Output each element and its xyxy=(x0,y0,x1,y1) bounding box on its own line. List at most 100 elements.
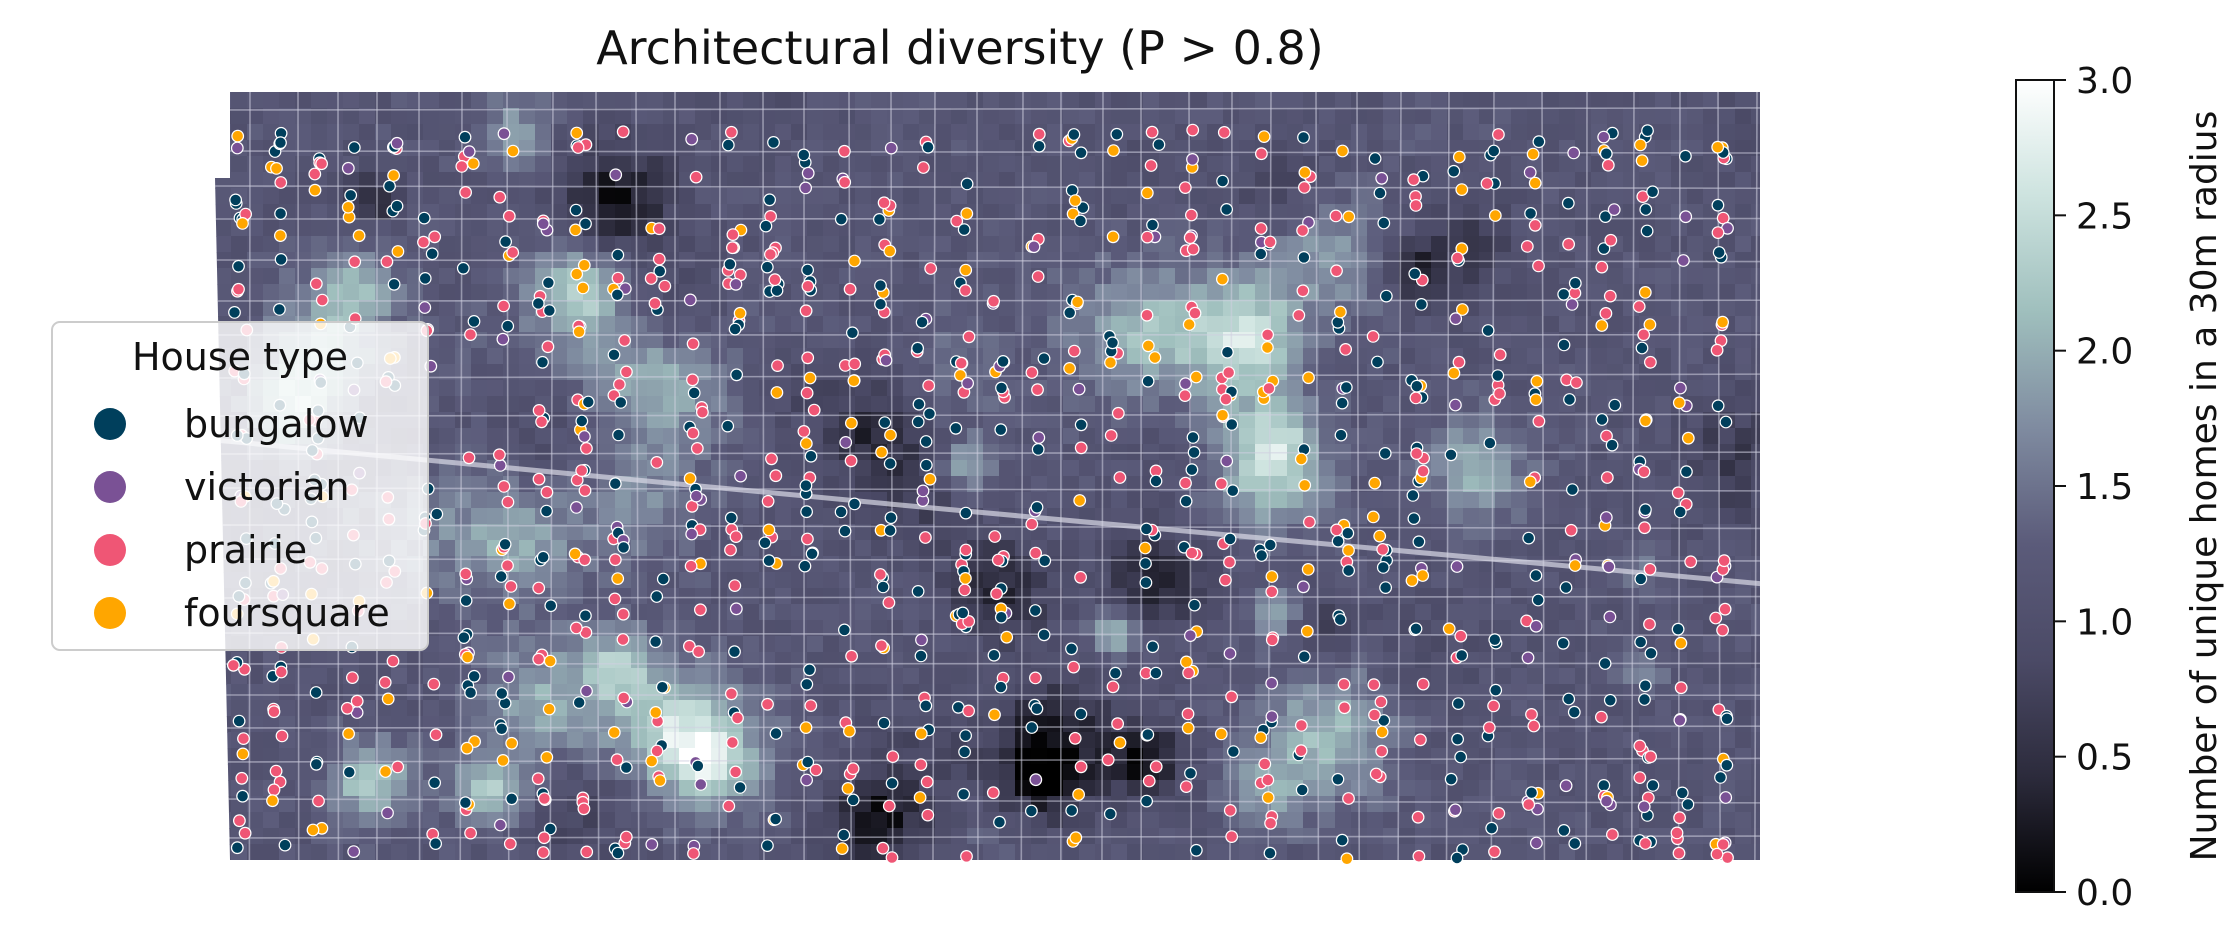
heatmap-cell xyxy=(519,668,536,685)
heatmap-cell xyxy=(759,316,776,333)
heatmap-cell xyxy=(775,412,792,429)
heatmap-cell xyxy=(1111,556,1128,573)
heatmap-cell xyxy=(1255,172,1272,189)
heatmap-cell xyxy=(743,92,760,109)
heatmap-cell xyxy=(1319,732,1336,749)
heatmap-cell xyxy=(967,796,984,813)
heatmap-cell xyxy=(855,556,872,573)
heatmap-cell xyxy=(983,140,1000,157)
heatmap-cell xyxy=(871,172,888,189)
heatmap-cell xyxy=(487,604,504,621)
heatmap-cell xyxy=(583,172,600,189)
heatmap-cell xyxy=(1751,92,1760,109)
heatmap-cell xyxy=(1607,636,1624,653)
heatmap-cell xyxy=(439,172,456,189)
heatmap-cell xyxy=(471,476,488,493)
heatmap-cell xyxy=(679,572,696,589)
heatmap-cell xyxy=(1399,556,1416,573)
heatmap-cell xyxy=(1703,316,1720,333)
heatmap-cell xyxy=(871,828,888,845)
heatmap-cell xyxy=(1015,732,1032,749)
heatmap-cell xyxy=(1719,108,1736,125)
heatmap-cell xyxy=(551,284,568,301)
heatmap-cell xyxy=(1447,220,1464,237)
heatmap-cell xyxy=(599,412,616,429)
heatmap-cell xyxy=(1447,332,1464,349)
heatmap-cell xyxy=(215,780,232,797)
heatmap-cell xyxy=(695,700,712,717)
heatmap-cell xyxy=(887,828,904,845)
heatmap-cell xyxy=(247,140,264,157)
heatmap-cell xyxy=(1607,540,1624,557)
heatmap-cell xyxy=(903,300,920,317)
heatmap-cell xyxy=(311,124,328,141)
heatmap-cell xyxy=(1079,460,1096,477)
heatmap-cell xyxy=(1527,92,1544,109)
heatmap-cell xyxy=(567,652,584,669)
heatmap-cell xyxy=(631,332,648,349)
heatmap-cell xyxy=(999,700,1016,717)
heatmap-cell xyxy=(1319,700,1336,717)
heatmap-cell xyxy=(871,316,888,333)
heatmap-cell xyxy=(615,652,632,669)
heatmap-cell xyxy=(1623,380,1640,397)
heatmap-cell xyxy=(1383,300,1400,317)
heatmap-cell xyxy=(663,396,680,413)
heatmap-cell xyxy=(1735,492,1752,509)
heatmap-cell xyxy=(743,300,760,317)
heatmap-cell xyxy=(1271,108,1288,125)
heatmap-cell xyxy=(1047,316,1064,333)
heatmap-cell xyxy=(1415,252,1432,269)
heatmap-cell xyxy=(551,348,568,365)
heatmap-cell xyxy=(855,268,872,285)
heatmap-cell xyxy=(1495,284,1512,301)
heatmap-cell xyxy=(727,156,744,173)
heatmap-cell xyxy=(1591,348,1608,365)
heatmap-cell xyxy=(663,140,680,157)
heatmap-cell xyxy=(679,604,696,621)
heatmap-cell xyxy=(247,188,264,205)
heatmap-cell xyxy=(695,796,712,813)
heatmap-cell xyxy=(551,492,568,509)
heatmap-cell xyxy=(1191,732,1208,749)
heatmap-cell xyxy=(1239,428,1256,445)
heatmap-cell xyxy=(775,156,792,173)
heatmap-cell xyxy=(1047,332,1064,349)
heatmap-cell xyxy=(743,604,760,621)
heatmap-cell xyxy=(1575,156,1592,173)
heatmap-cell xyxy=(1463,316,1480,333)
heatmap-cell xyxy=(455,284,472,301)
heatmap-cell xyxy=(1239,716,1256,733)
heatmap-cell xyxy=(1479,220,1496,237)
heatmap-cell xyxy=(663,492,680,509)
heatmap-cell xyxy=(327,156,344,173)
heatmap-cell xyxy=(551,412,568,429)
heatmap-cell xyxy=(343,268,360,285)
heatmap-cell xyxy=(1511,732,1528,749)
heatmap-cell xyxy=(1511,716,1528,733)
heatmap-cell xyxy=(439,572,456,589)
heatmap-cell xyxy=(1239,380,1256,397)
heatmap-cell xyxy=(455,300,472,317)
heatmap-cell xyxy=(343,652,360,669)
heatmap-cell xyxy=(935,556,952,573)
heatmap-cell xyxy=(1431,92,1448,109)
heatmap-cell xyxy=(1191,172,1208,189)
heatmap-cell xyxy=(455,844,472,860)
heatmap-cell xyxy=(1431,364,1448,381)
heatmap-cell xyxy=(1303,796,1320,813)
heatmap-cell xyxy=(391,780,408,797)
heatmap-cell xyxy=(1463,460,1480,477)
heatmap-cell xyxy=(1015,428,1032,445)
heatmap-cell xyxy=(215,700,232,717)
heatmap-cell xyxy=(535,156,552,173)
heatmap-cell xyxy=(983,732,1000,749)
heatmap-cell xyxy=(1511,284,1528,301)
heatmap-cell xyxy=(1479,796,1496,813)
heatmap-cell xyxy=(1143,492,1160,509)
heatmap-cell xyxy=(247,92,264,109)
heatmap-cell xyxy=(1687,604,1704,621)
heatmap-cell xyxy=(1239,572,1256,589)
heatmap-cell xyxy=(1735,508,1752,525)
heatmap-cell xyxy=(1575,172,1592,189)
